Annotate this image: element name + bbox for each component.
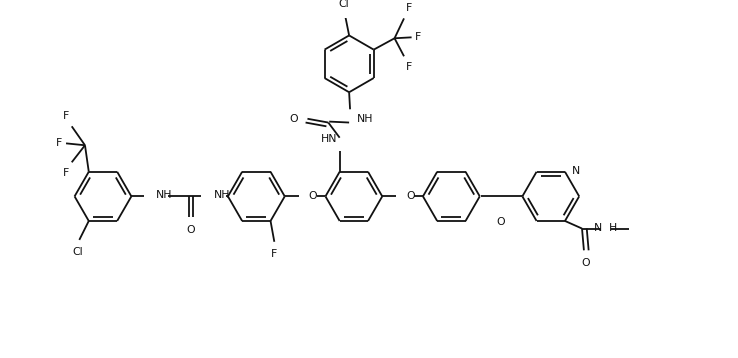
Text: O: O (582, 258, 590, 268)
Text: F: F (415, 32, 421, 42)
Text: NH: NH (214, 190, 230, 200)
Text: F: F (406, 3, 412, 13)
Text: F: F (406, 62, 412, 72)
Text: O: O (406, 192, 415, 201)
Text: NH: NH (156, 190, 173, 200)
Text: NH: NH (356, 114, 373, 124)
Text: N: N (572, 166, 580, 176)
Text: H: H (609, 223, 617, 233)
Text: F: F (271, 250, 277, 259)
Text: F: F (63, 168, 69, 178)
Text: O: O (497, 217, 506, 227)
Text: O: O (187, 225, 196, 235)
Text: O: O (308, 192, 317, 201)
Text: Cl: Cl (72, 247, 83, 257)
Text: N: N (593, 223, 602, 233)
Text: HN: HN (321, 134, 338, 144)
Text: O: O (289, 114, 298, 124)
Text: Cl: Cl (338, 0, 349, 9)
Text: F: F (63, 111, 69, 121)
Text: F: F (56, 138, 62, 148)
